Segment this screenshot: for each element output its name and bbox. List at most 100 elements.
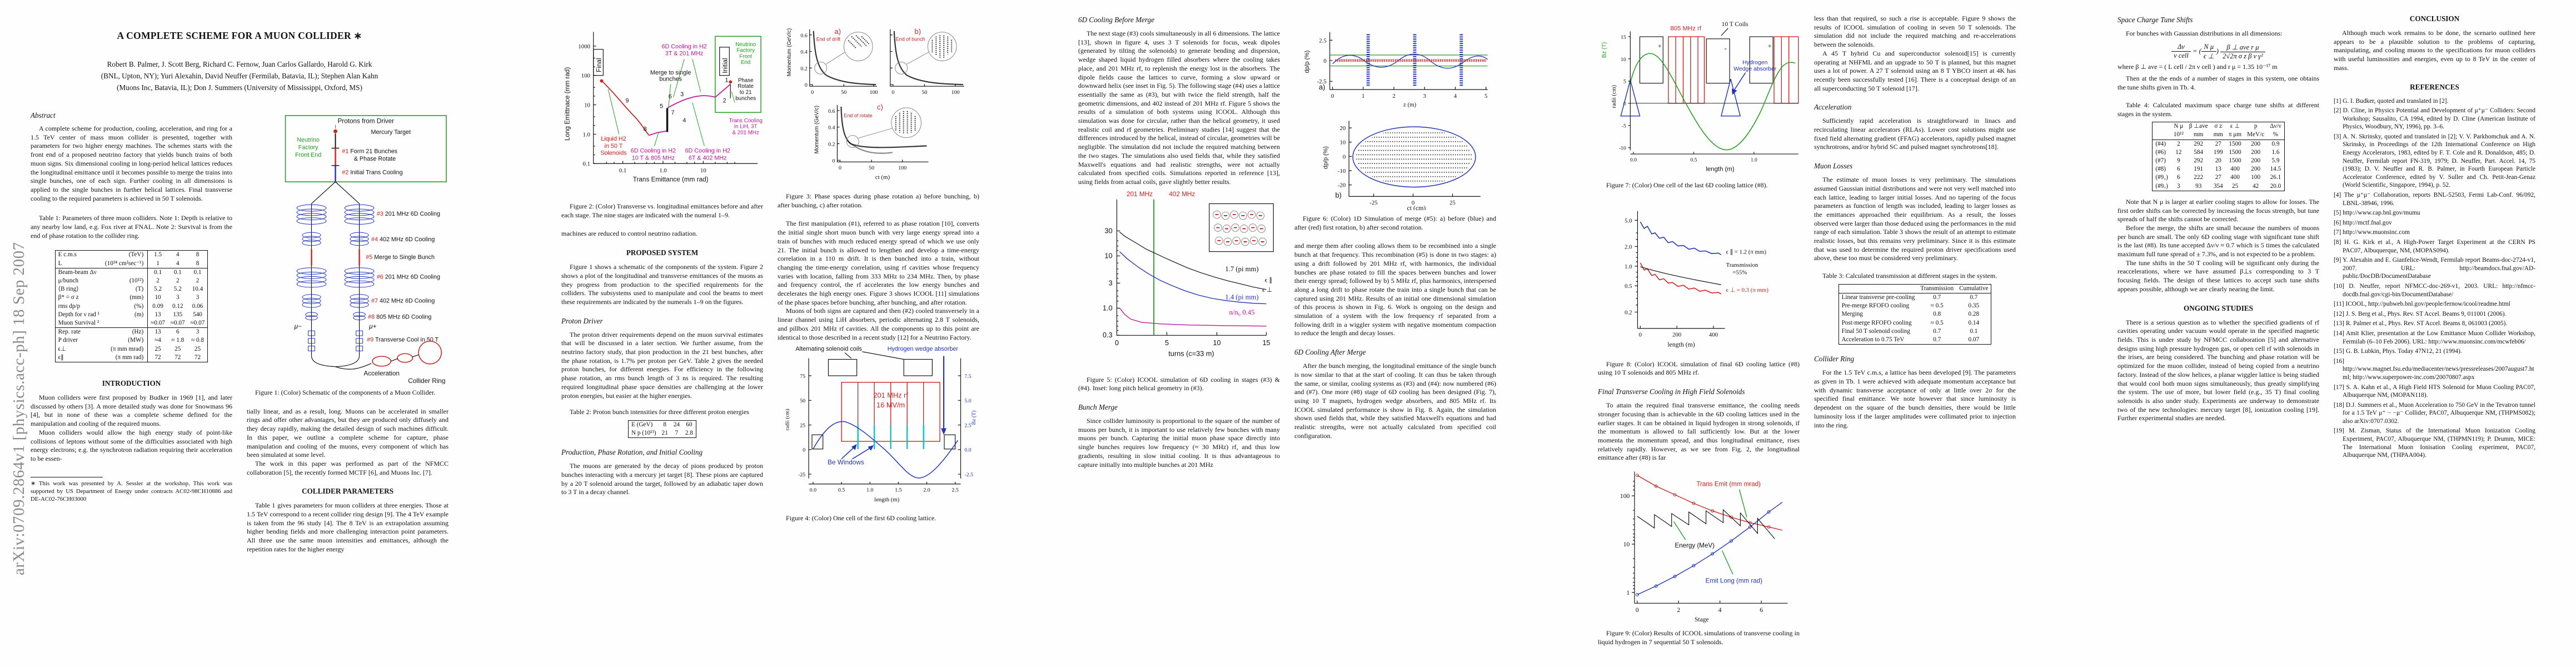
- fig3-xtick: 50: [869, 165, 874, 171]
- table-cell: 13: [155, 328, 161, 336]
- table-cell: 0.09: [152, 302, 163, 310]
- fig5-xtick: 0: [1114, 339, 1118, 347]
- fig1-coils-201b: [296, 267, 374, 288]
- table-cell: 10: [155, 294, 161, 301]
- reference-item: [12] J. S. Berg et al., Phys. Rev. ST Ac…: [2334, 310, 2507, 317]
- svg-text:4: 4: [682, 117, 686, 124]
- table-cell: 400: [2230, 166, 2240, 173]
- paragraph: The muons are generated by the decay of …: [561, 462, 763, 496]
- table-row: (#9₁) 6 222 27 400 100 26.1: [2153, 173, 2284, 182]
- reference-item: [13] R. Palmer et al., Phys. Rev. ST Acc…: [2334, 320, 2508, 327]
- table-4-caption: Table 4: Calculated maximum space charge…: [2117, 101, 2319, 118]
- table-cell: 14.5: [2270, 166, 2281, 173]
- fig2-stage-numerals: 1 2 3 4 5 6 7 8 9: [625, 77, 728, 132]
- fig1-acceleration-ring: Acceleration Collider Ring: [311, 340, 445, 384]
- table-cell: 20: [2215, 157, 2221, 165]
- fig6-ytick: -20: [1337, 182, 1345, 189]
- fig5-helix-inset: [1208, 203, 1274, 252]
- fig2-phase-label: bunches: [735, 96, 756, 102]
- fig5-eperp-symbol: ϵ ⊥: [1262, 286, 1272, 293]
- column-1: Abstract A complete scheme for productio…: [31, 111, 232, 554]
- subsection-6d-after-merge: 6D Cooling After Merge: [1294, 348, 1366, 357]
- fig8-xtick: 0: [1638, 331, 1641, 338]
- table-cell: (T): [102, 285, 148, 294]
- fig8-ytick: 5.0: [1625, 217, 1632, 224]
- paragraph: Figure 1 shows a schematic of the compon…: [561, 263, 763, 306]
- fig2-final-label: Final: [595, 58, 602, 72]
- table-cell: 200: [2251, 140, 2261, 147]
- fig7-rf-label: 805 MHz rf: [1670, 26, 1702, 32]
- fig2-ytick: 1000: [578, 43, 590, 50]
- table-row: μ/bunch (10¹²) 2 2 2: [55, 277, 208, 286]
- column-2: Protons from Driver Neutrino Factory Fro…: [247, 111, 449, 554]
- equation-term: ϵ ⊥: [2203, 52, 2214, 60]
- table-cell: 354: [2213, 182, 2223, 190]
- fig3-panel-c-letter: c): [877, 103, 883, 111]
- paragraph: The tune shifts in the 50 T cooling will…: [2117, 258, 2319, 293]
- table-cell: ≈4: [155, 337, 161, 344]
- table-cell: Cumulative: [1959, 285, 1989, 292]
- table-row: Merging 0.8 0.28: [1838, 310, 1991, 318]
- fig2-xtick: 0.1: [619, 167, 626, 174]
- fig4-xtick: 2.5: [951, 487, 958, 494]
- fig4-xtick: 1.0: [866, 487, 873, 494]
- fig1-target-label: Mercury Target: [371, 129, 411, 136]
- table-1-caption: Table 1: Parameters of three muon collid…: [31, 214, 232, 240]
- table-row: Acceleration to 0.75 TeV 0.7 0.07: [1838, 336, 1991, 345]
- fig7-wedge-label: Wedge absorber: [1733, 66, 1777, 72]
- fig7-xtick: 1.0: [1750, 157, 1757, 163]
- paragraph: Before the merge, the shifts are small b…: [2117, 223, 2319, 258]
- table-cell: E (GeV): [631, 421, 653, 428]
- paragraph: Although much work remains to be done, t…: [2334, 29, 2535, 72]
- fig7-y2label: Bz (T): [1601, 42, 1607, 58]
- paragraph: The work in this paper was performed as …: [247, 459, 449, 476]
- fig1-stage2-label: #2 Initial Trans Cooling: [342, 169, 402, 176]
- fig6-ytick: 10: [1339, 140, 1346, 146]
- table-cell: 5.2: [154, 286, 162, 293]
- fig5-ytick: 1.0: [1102, 303, 1112, 312]
- fig8-eperp-label: ϵ ⊥ = 0.3 (π mm): [1726, 287, 1768, 293]
- table-cell: Transmission: [1920, 285, 1954, 292]
- fig3-panel-c-label: End of rotate: [844, 113, 872, 118]
- subsection-muon-losses: Muon Losses: [1814, 162, 1853, 171]
- table-cell: 3: [2177, 182, 2180, 190]
- equation-term: N μ: [2201, 43, 2216, 52]
- subsection-final-transverse-cooling: Final Transverse Cooling in High Field S…: [1598, 387, 1745, 396]
- equation-term: ν cell: [2174, 52, 2189, 60]
- section-heading-introduction: INTRODUCTION: [102, 379, 161, 388]
- fig7-ytick: 0: [1623, 102, 1626, 107]
- fig9-xtick: 4: [1718, 606, 1721, 614]
- svg-text:8: 8: [643, 126, 646, 133]
- fig4-lattice: 201 MHz rf 16 MV/m Be Windows: [811, 356, 958, 479]
- fig6-ytick: 0: [1342, 153, 1345, 160]
- table-cell: ⟨B ring⟩: [58, 286, 79, 293]
- table-cell: 60: [686, 421, 692, 428]
- fig1-stage3-label: #3 201 MHz 6D Cooling: [376, 211, 440, 217]
- fig7-ytick: 15: [1621, 35, 1626, 41]
- table-cell: N p (10¹³): [631, 430, 656, 437]
- table-cell: 135: [173, 311, 183, 318]
- fig3-xlabel: ct (m): [875, 174, 890, 181]
- fig5-ytick: 0.3: [1102, 331, 1112, 339]
- fig8-epar-label: ϵ ∥ = 1.2 (π mm): [1726, 248, 1766, 255]
- fig3-xtick: 50: [921, 89, 927, 96]
- table-cell: 0.7: [1933, 294, 1941, 301]
- fig1-nf-label: Front End: [295, 152, 321, 158]
- fig1-stage5-label: #5 Merge to Single Bunch: [366, 254, 435, 261]
- reference-list: [1] G. I. Budker, quoted and translated …: [2334, 97, 2535, 460]
- fig1-stage6-label: #6 201 MHz 6D Cooling: [376, 273, 440, 280]
- table-cell: 72: [175, 354, 181, 361]
- fig6-xtick: 1: [1362, 93, 1364, 99]
- subsection-space-charge: Space Charge Tune Shifts: [2117, 16, 2193, 24]
- fig2-merge-label: bunches: [659, 76, 682, 83]
- table-cell: rms dp/p: [58, 302, 81, 310]
- fig1-coils-805: [305, 312, 366, 321]
- table-cell: Merging: [1841, 311, 1863, 318]
- reference-item: [3] A. N. Skrinsky, quoted and translate…: [2334, 133, 2535, 189]
- fig2-805-label: 6D Cooling in H2: [630, 148, 675, 155]
- fig4-y2tick: 7.5: [964, 374, 971, 380]
- table-cell: 1: [156, 260, 160, 267]
- table-cell: π μm: [2228, 131, 2242, 138]
- table-cell: 2: [156, 277, 160, 285]
- paragraph: To attain the required final transverse …: [1598, 401, 1800, 462]
